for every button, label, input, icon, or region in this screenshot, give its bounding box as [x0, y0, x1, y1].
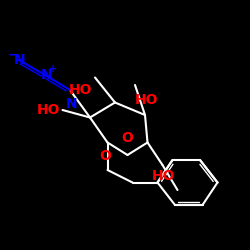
Text: O: O	[99, 148, 111, 162]
Text: N: N	[14, 53, 26, 67]
Text: N: N	[40, 68, 52, 82]
Text: HO: HO	[135, 92, 158, 106]
Text: O: O	[122, 131, 134, 145]
Text: HO: HO	[36, 103, 60, 117]
Text: −: −	[7, 48, 18, 62]
Text: N: N	[66, 98, 77, 112]
Text: +: +	[49, 64, 57, 74]
Text: HO: HO	[69, 82, 92, 96]
Text: HO: HO	[152, 168, 175, 182]
